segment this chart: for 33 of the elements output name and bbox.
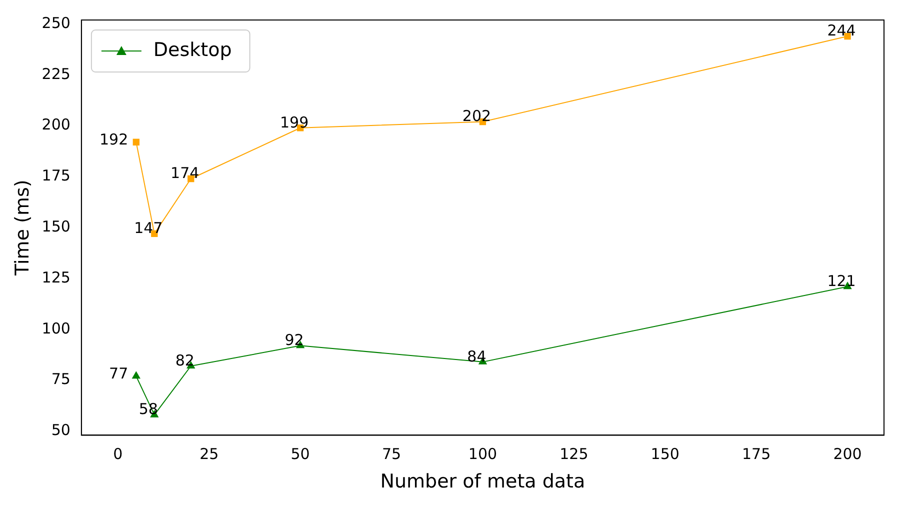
x-tick-label: 150 xyxy=(650,445,680,464)
y-tick-label: 250 xyxy=(42,14,70,32)
point xyxy=(132,372,140,379)
y-tick-label: 125 xyxy=(42,268,70,286)
x-tick-label: 50 xyxy=(290,445,310,464)
data-label: 92 xyxy=(284,331,304,350)
data-label: 82 xyxy=(175,351,194,370)
x-tick-label: 0 xyxy=(113,445,123,464)
y-axis-title: Time (ms) xyxy=(11,180,34,276)
data-label: 121 xyxy=(827,272,856,290)
x-tick-label: 75 xyxy=(382,445,402,464)
y-tick-label: 50 xyxy=(51,421,70,440)
y-tick-label: 75 xyxy=(51,370,70,388)
x-tick-label: 200 xyxy=(833,445,862,464)
data-label: 84 xyxy=(467,347,486,366)
x-tick-label: 125 xyxy=(560,445,588,464)
legend-label: Desktop xyxy=(153,38,232,61)
y-tick-label: 150 xyxy=(42,217,70,236)
data-label: 174 xyxy=(170,164,200,182)
data-label: 192 xyxy=(100,130,128,149)
y-tick-label: 225 xyxy=(42,64,70,83)
x-axis-title: Number of meta data xyxy=(380,470,586,493)
x-tick-label: 100 xyxy=(468,445,498,464)
data-label: 77 xyxy=(109,364,128,383)
y-tick-label: 200 xyxy=(42,116,70,134)
data-label: 244 xyxy=(827,22,856,40)
data-label: 199 xyxy=(280,113,309,132)
x-tick-label: 175 xyxy=(742,445,771,464)
y-tick-label: 175 xyxy=(42,166,70,185)
y-tick-label: 100 xyxy=(42,319,70,338)
data-label: 202 xyxy=(462,107,492,126)
point xyxy=(132,138,140,146)
x-tick-label: 25 xyxy=(200,445,219,464)
